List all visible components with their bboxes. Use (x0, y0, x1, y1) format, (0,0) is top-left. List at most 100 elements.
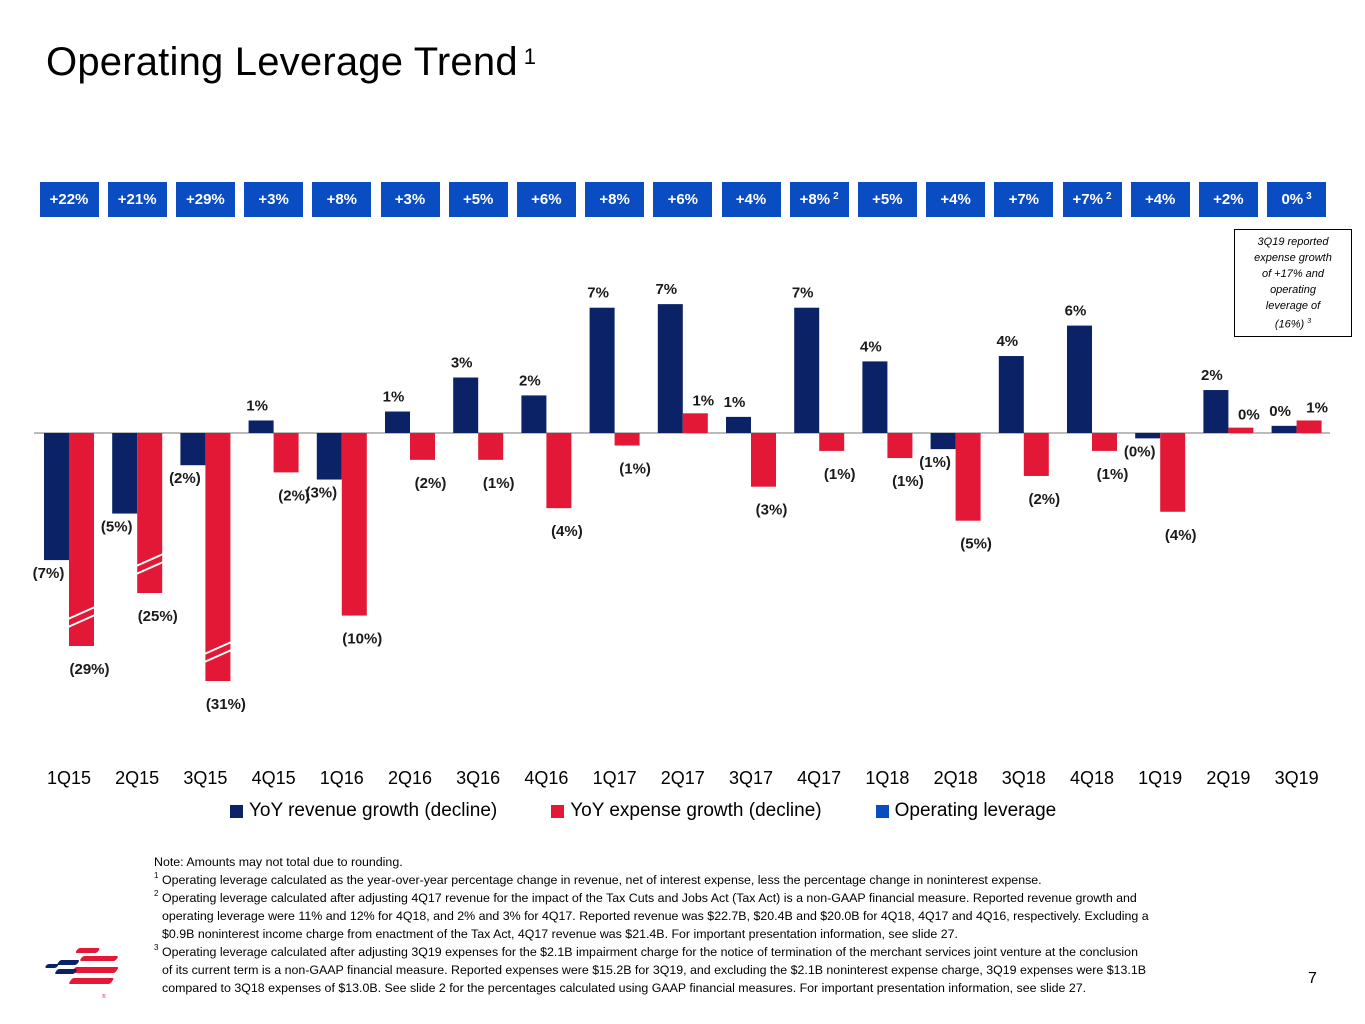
operating-leverage-box: +6% (653, 182, 713, 217)
expense-bar (682, 413, 708, 433)
x-axis-tick-label: 1Q18 (865, 768, 910, 788)
axis-break-mark (203, 649, 232, 663)
expense-data-label: (5%) (960, 536, 992, 553)
operating-leverage-box: +21% (107, 182, 167, 217)
x-axis-tick-label: 2Q18 (933, 768, 978, 788)
operating-leverage-value: +7% (1008, 191, 1040, 208)
expense-bar (614, 433, 640, 446)
x-axis-tick-label: 4Q18 (1069, 768, 1115, 788)
revenue-bar (1203, 390, 1229, 433)
revenue-data-label: 2% (519, 372, 541, 389)
operating-leverage-box: +22% (39, 182, 99, 217)
x-axis-labels: 1Q15 2Q15 3Q15 4Q15 1Q16 2Q16 3Q16 4Q16 1Q17 2Q17… (0, 768, 1365, 792)
operating-leverage-value: +2% (1213, 191, 1244, 208)
operating-leverage-value: +29% (185, 191, 225, 208)
revenue-data-label: 6% (1065, 303, 1087, 320)
revenue-data-label: 4% (860, 338, 882, 355)
operating-leverage-value: +21% (117, 191, 157, 208)
expense-bar (955, 433, 981, 521)
footnote-ref: 3 (1307, 318, 1312, 325)
revenue-data-label: (5%) (101, 519, 133, 536)
revenue-bar (657, 304, 683, 433)
revenue-data-label: 1% (246, 397, 268, 414)
axis-break-mark (135, 561, 164, 575)
footnote-ref: 2 (833, 191, 839, 202)
operating-leverage-box: +2% (1198, 182, 1258, 217)
revenue-data-label: (1%) (919, 454, 951, 471)
revenue-bar (521, 395, 547, 433)
callout-3q19-note: 3Q19 reported expense growth of +17% and op… (1234, 229, 1352, 337)
expense-data-label: (2%) (278, 487, 310, 504)
expense-bar (1296, 420, 1322, 433)
footnotes: Note: Amounts may not total due to round… (154, 853, 1294, 997)
expense-data-label: (29%) (69, 661, 109, 678)
expense-data-label: (1%) (1097, 466, 1129, 483)
expense-bar (819, 433, 845, 451)
expense-bar (1228, 427, 1254, 433)
operating-leverage-value: +4% (735, 191, 767, 208)
operating-leverage-value: +4% (1144, 191, 1176, 208)
operating-leverage-value: +5% (872, 191, 903, 208)
operating-leverage-box: +8% 2 (789, 182, 849, 217)
page-title-text: Operating Leverage Trend (46, 40, 518, 84)
revenue-data-label: (2%) (169, 470, 201, 487)
bar-chart: (7%)(29%)(5%)(25%)(2%)(31%)1%(2%)(3%)(10… (33, 281, 1330, 713)
revenue-bar (316, 433, 342, 480)
operating-leverage-value: +7% (1072, 191, 1103, 208)
operating-leverage-value: +8% (326, 191, 358, 208)
operating-leverage-value: +6% (667, 191, 699, 208)
operating-leverage-box: +4% (721, 182, 781, 217)
callout-line: of +17% and (1261, 268, 1325, 280)
x-axis-tick-label: 1Q15 (46, 768, 92, 788)
operating-leverage-value: 0% (1281, 191, 1304, 208)
operating-leverage-box: +3% (244, 182, 304, 217)
title-footnote-ref: 1 (523, 44, 537, 69)
revenue-bar (112, 433, 138, 514)
operating-leverage-box: +3% (380, 182, 440, 217)
revenue-bar (1271, 425, 1297, 433)
x-axis-tick-label: 2Q17 (660, 768, 705, 788)
x-axis-tick-label: 3Q18 (1001, 768, 1046, 788)
expense-data-label: 0% (1238, 407, 1260, 424)
expense-data-label: (1%) (824, 466, 856, 483)
page-title: Operating Leverage Trend 1 (46, 40, 536, 85)
x-axis-tick-label: 3Q16 (456, 768, 501, 788)
legend-swatch-operating-leverage (875, 804, 889, 818)
expense-data-label: (1%) (892, 473, 924, 490)
x-axis-tick-label: 3Q15 (183, 768, 228, 788)
operating-leverage-box: +5% (448, 182, 508, 217)
expense-bar (751, 433, 776, 487)
operating-leverage-value: +8% (799, 191, 831, 208)
footnote-ref: 3 (1306, 191, 1312, 202)
x-axis-tick-label: 2Q19 (1206, 768, 1251, 788)
footnote-line: 2 Operating leverage calculated after adj… (154, 889, 1294, 907)
revenue-bar (44, 433, 69, 561)
footnote-ref: 2 (1105, 191, 1112, 202)
operating-leverage-box: 0% 3 (1267, 182, 1327, 217)
footnote-line: of its current term is a non-GAAP financ… (162, 963, 1147, 977)
revenue-data-label: 3% (451, 355, 473, 372)
footnote-line: operating leverage were 11% and 12% for … (162, 909, 1149, 923)
expense-data-label: (25%) (138, 608, 178, 625)
revenue-data-label: (0%) (1124, 443, 1156, 460)
x-axis-tick-label: 3Q17 (728, 768, 774, 788)
expense-bar (1160, 433, 1186, 512)
revenue-data-label: 7% (655, 281, 677, 298)
revenue-bar (1067, 325, 1092, 433)
x-axis-tick-label: 1Q16 (319, 768, 364, 788)
revenue-data-label: 4% (996, 333, 1018, 350)
operating-leverage-box: +8% (312, 182, 372, 217)
legend-label-expense: YoY expense growth (decline) (570, 800, 822, 821)
page-number: 7 (1308, 970, 1317, 987)
revenue-bar (180, 433, 206, 466)
expense-bar (137, 433, 163, 593)
callout-line: leverage of (1265, 300, 1321, 312)
operating-leverage-value: +3% (394, 191, 426, 208)
rounding-note: Note: Amounts may not total due to round… (154, 855, 403, 869)
operating-leverage-value: +8% (599, 191, 630, 208)
legend-label-revenue: YoY revenue growth (decline) (249, 800, 498, 821)
expense-data-label: (2%) (415, 475, 447, 492)
axis-break-mark (135, 553, 164, 567)
revenue-bar (998, 356, 1024, 433)
expense-data-label: (4%) (551, 523, 583, 540)
